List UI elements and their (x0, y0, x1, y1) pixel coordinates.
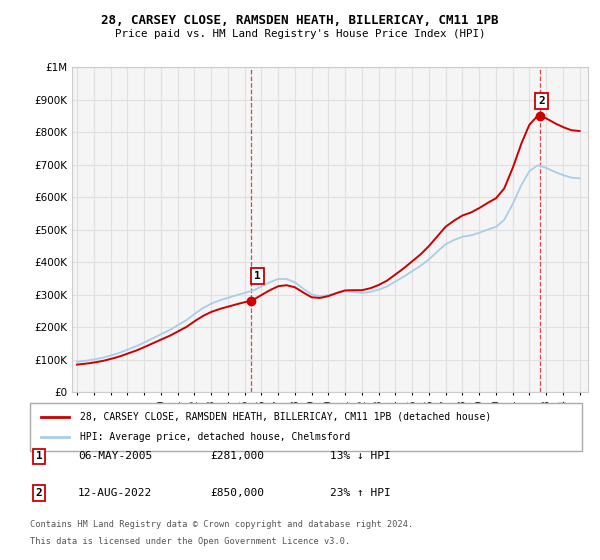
Text: Price paid vs. HM Land Registry's House Price Index (HPI): Price paid vs. HM Land Registry's House … (115, 29, 485, 39)
Text: £850,000: £850,000 (210, 488, 264, 498)
Text: 2: 2 (538, 96, 545, 106)
Text: Contains HM Land Registry data © Crown copyright and database right 2024.: Contains HM Land Registry data © Crown c… (30, 520, 413, 529)
Text: 28, CARSEY CLOSE, RAMSDEN HEATH, BILLERICAY, CM11 1PB (detached house): 28, CARSEY CLOSE, RAMSDEN HEATH, BILLERI… (80, 412, 491, 422)
Text: 2: 2 (35, 488, 43, 498)
Text: HPI: Average price, detached house, Chelmsford: HPI: Average price, detached house, Chel… (80, 432, 350, 442)
Text: This data is licensed under the Open Government Licence v3.0.: This data is licensed under the Open Gov… (30, 537, 350, 546)
Text: 1: 1 (35, 451, 43, 461)
Text: 06-MAY-2005: 06-MAY-2005 (78, 451, 152, 461)
Text: 23% ↑ HPI: 23% ↑ HPI (330, 488, 391, 498)
Text: £281,000: £281,000 (210, 451, 264, 461)
Text: 13% ↓ HPI: 13% ↓ HPI (330, 451, 391, 461)
Text: 28, CARSEY CLOSE, RAMSDEN HEATH, BILLERICAY, CM11 1PB: 28, CARSEY CLOSE, RAMSDEN HEATH, BILLERI… (101, 14, 499, 27)
FancyBboxPatch shape (30, 403, 582, 451)
Text: 12-AUG-2022: 12-AUG-2022 (78, 488, 152, 498)
Text: 1: 1 (254, 271, 261, 281)
